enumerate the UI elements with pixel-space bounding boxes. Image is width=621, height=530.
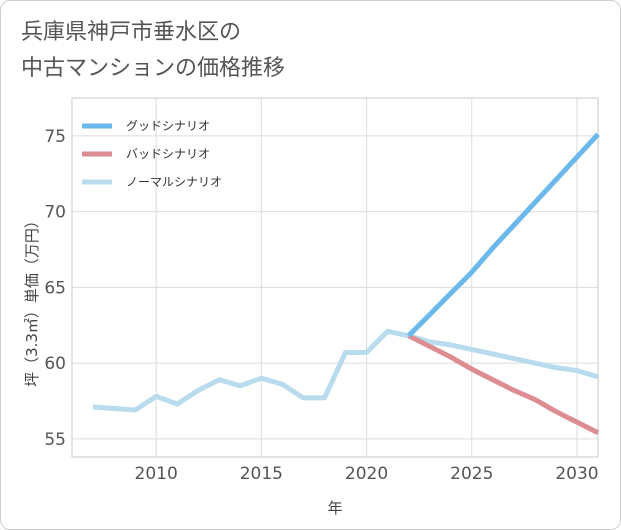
y-tick-label: 65 <box>44 278 66 298</box>
legend-label: ノーマルシナリオ <box>126 175 222 189</box>
legend-label: グッドシナリオ <box>126 119 210 133</box>
x-tick-label: 2025 <box>450 464 493 484</box>
legend-item-bad: バッドシナリオ <box>82 147 210 161</box>
x-axis-label: 年 <box>327 499 342 517</box>
x-tick-label: 2020 <box>345 464 388 484</box>
series-layer <box>92 132 600 435</box>
y-tick-label: 75 <box>44 127 66 147</box>
chart-title-line-1: 兵庫県神戸市垂水区の <box>21 20 242 45</box>
y-tick-labels: 55 60 65 70 75 <box>44 127 66 450</box>
y-tick-label: 70 <box>44 203 66 223</box>
x-tick-labels: 2010 2015 2020 2025 2030 <box>135 464 599 484</box>
x-tick-label: 2015 <box>240 464 283 484</box>
y-tick-label: 55 <box>44 430 66 450</box>
chart-title: 兵庫県神戸市垂水区の 中古マンションの価格推移 <box>21 15 285 87</box>
legend-label: バッドシナリオ <box>126 147 210 161</box>
x-tick-label: 2030 <box>555 464 598 484</box>
x-tick-label: 2010 <box>135 464 178 484</box>
series-line-good <box>406 132 600 338</box>
legend-item-good: グッドシナリオ <box>82 119 210 133</box>
series-line-bad <box>407 333 600 435</box>
plot-area-border <box>71 97 599 458</box>
y-tick-label: 60 <box>44 354 66 374</box>
series-line-normal <box>92 328 599 413</box>
y-axis-label: 坪（3.3㎡）単価（万円） <box>23 213 41 387</box>
chart-title-line-2: 中古マンションの価格推移 <box>21 56 286 81</box>
legend-item-normal: ノーマルシナリオ <box>82 175 222 189</box>
